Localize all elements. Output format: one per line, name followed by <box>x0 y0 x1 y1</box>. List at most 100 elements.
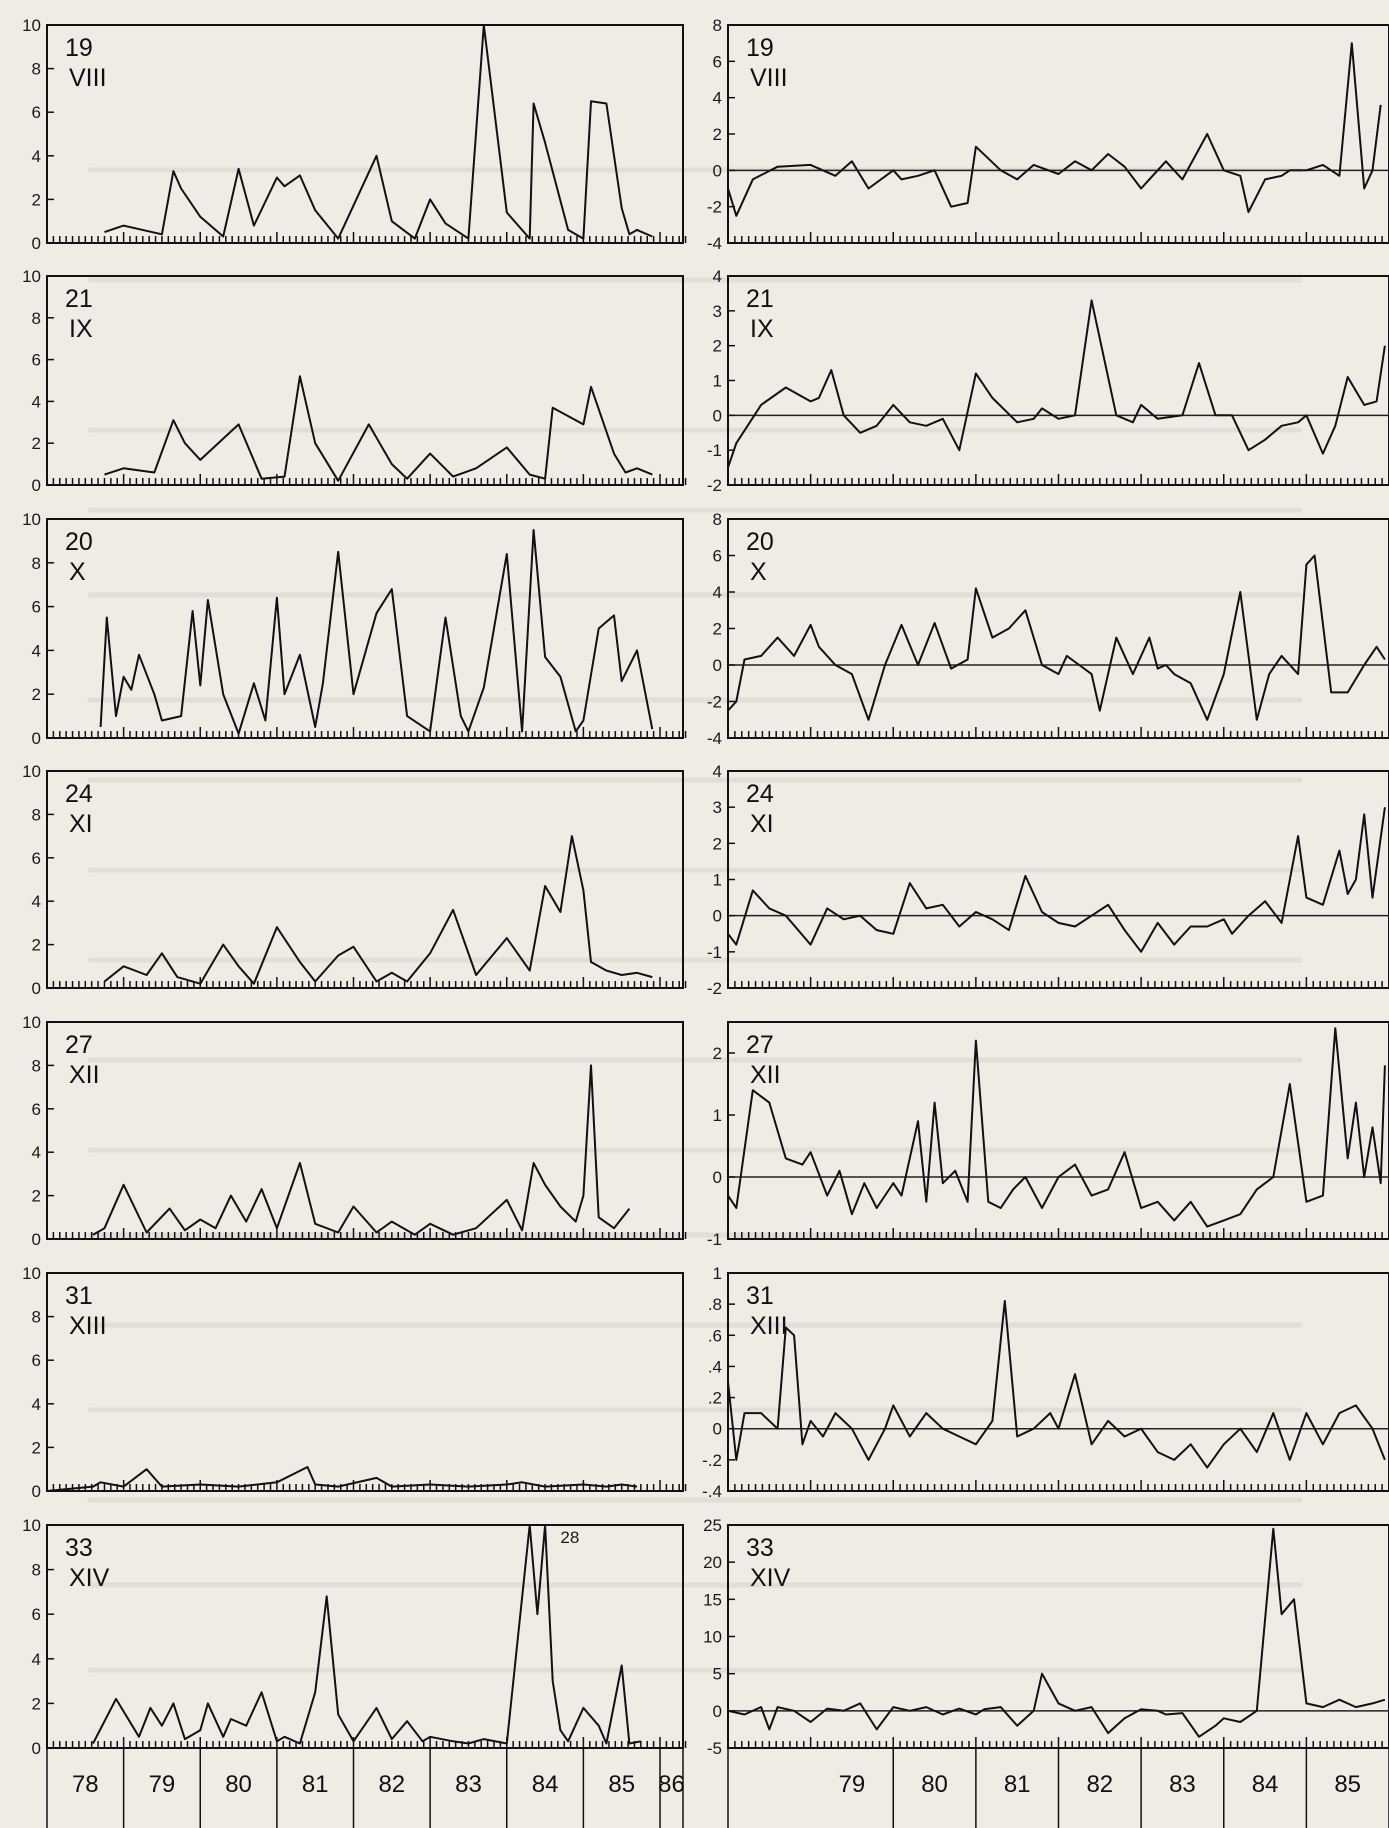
y-tick-label: 0 <box>32 1230 41 1249</box>
y-tick-label: 2 <box>32 936 41 955</box>
panel-month-label: XIV <box>750 1564 791 1592</box>
y-tick-label: -2 <box>707 693 722 712</box>
series-line-right-24 <box>727 807 1386 953</box>
year-label-left: 83 <box>455 1771 482 1798</box>
panel-id-label: 24 <box>746 780 774 808</box>
series-line-right-31 <box>727 1300 1386 1469</box>
y-tick-label: 0 <box>713 1168 722 1187</box>
y-tick-label: 6 <box>32 849 41 868</box>
panel-month-label: XIII <box>69 1312 107 1340</box>
y-tick-label: 25 <box>703 1516 722 1535</box>
y-tick-label: 3 <box>713 302 722 321</box>
y-tick-label: 2 <box>713 834 722 853</box>
y-tick-label: 4 <box>32 147 41 166</box>
y-tick-label: 8 <box>32 60 41 79</box>
panel-id-label: 33 <box>65 1534 93 1562</box>
y-tick-label: 4 <box>32 641 41 660</box>
year-label-left: 81 <box>302 1771 329 1798</box>
y-tick-label: 1 <box>713 1264 722 1283</box>
y-tick-label: 4 <box>32 892 41 911</box>
y-tick-label: 10 <box>703 1628 722 1647</box>
series-line-left-27 <box>92 1064 631 1236</box>
y-tick-label: -2 <box>707 476 722 495</box>
year-label-right: 80 <box>921 1771 948 1798</box>
panel-frame <box>46 770 684 989</box>
year-label-right: 83 <box>1169 1771 1196 1798</box>
panel-id-label: 27 <box>65 1031 93 1059</box>
y-tick-label: 8 <box>32 1561 41 1580</box>
y-tick-label: 0 <box>32 1739 41 1758</box>
series-line-left-33 <box>92 1524 642 1745</box>
y-tick-label: -4 <box>707 729 722 748</box>
panel-id-label: 31 <box>65 1282 93 1310</box>
y-tick-label: 4 <box>713 267 722 286</box>
y-tick-label: -2 <box>707 979 722 998</box>
offscale-annotation: 28 <box>560 1528 579 1547</box>
y-tick-label: 0 <box>713 406 722 425</box>
panel-id-label: 19 <box>746 34 774 62</box>
y-tick-label: 1 <box>713 871 722 890</box>
panel-month-label: XI <box>69 810 93 838</box>
panel-month-label: IX <box>69 315 93 343</box>
year-label-left: 79 <box>149 1771 176 1798</box>
series-line-right-33 <box>727 1527 1386 1738</box>
year-label-right: 82 <box>1086 1771 1113 1798</box>
y-tick-label: .6 <box>708 1326 722 1345</box>
y-tick-label: 10 <box>22 16 41 35</box>
panel-frame <box>727 1524 1389 1749</box>
y-tick-label: 4 <box>32 1143 41 1162</box>
panel-frame <box>46 1272 684 1492</box>
panel-month-label: XII <box>750 1061 781 1089</box>
y-tick-label: .2 <box>708 1389 722 1408</box>
y-tick-label: -1 <box>707 1230 722 1249</box>
series-line-left-21 <box>104 375 653 482</box>
y-tick-label: 6 <box>32 351 41 370</box>
y-tick-label: 2 <box>32 434 41 453</box>
series-line-right-19 <box>727 42 1382 217</box>
y-tick-label: 4 <box>713 762 722 781</box>
y-tick-label: 8 <box>32 1056 41 1075</box>
y-tick-label: 10 <box>22 1013 41 1032</box>
y-tick-label: .8 <box>708 1295 722 1314</box>
panel-id-label: 27 <box>746 1031 774 1059</box>
panel-month-label: XI <box>750 810 774 838</box>
y-tick-label: 2 <box>713 337 722 356</box>
y-tick-label: 2 <box>32 1187 41 1206</box>
series-line-right-21 <box>727 299 1386 468</box>
y-tick-label: 0 <box>32 979 41 998</box>
y-tick-label: 0 <box>32 729 41 748</box>
y-tick-label: 2 <box>32 1438 41 1457</box>
panel-frame <box>46 24 684 244</box>
y-tick-label: 2 <box>32 190 41 209</box>
panel-frame <box>727 1021 1389 1240</box>
panel-id-label: 20 <box>746 528 774 556</box>
y-tick-label: 10 <box>22 762 41 781</box>
series-line-right-20 <box>727 554 1386 721</box>
y-tick-label: 6 <box>32 598 41 617</box>
year-label-left: 78 <box>72 1771 99 1798</box>
panel-month-label: VIII <box>750 64 788 92</box>
y-tick-label: 2 <box>713 1044 722 1063</box>
panel-id-label: 21 <box>65 285 93 313</box>
y-tick-label: -.4 <box>702 1482 722 1501</box>
y-tick-label: -1 <box>707 441 722 460</box>
y-tick-label: 2 <box>713 620 722 639</box>
series-line-right-27 <box>727 1027 1386 1228</box>
y-tick-label: 6 <box>32 1605 41 1624</box>
y-tick-label: 6 <box>32 1100 41 1119</box>
y-tick-label: 8 <box>32 805 41 824</box>
year-label-left: 84 <box>532 1771 559 1798</box>
y-tick-label: 10 <box>22 267 41 286</box>
panel-month-label: XII <box>69 1061 100 1089</box>
year-label-left: 85 <box>608 1771 635 1798</box>
series-line-left-19 <box>104 24 653 240</box>
panel-month-label: XIV <box>69 1564 110 1592</box>
year-label-right: 84 <box>1252 1771 1279 1798</box>
y-tick-label: 4 <box>713 583 722 602</box>
y-tick-label: 0 <box>713 1702 722 1721</box>
panel-month-label: XIII <box>750 1312 788 1340</box>
panel-frame <box>727 518 1389 739</box>
y-tick-label: 4 <box>713 89 722 108</box>
panel-id-label: 33 <box>746 1534 774 1562</box>
